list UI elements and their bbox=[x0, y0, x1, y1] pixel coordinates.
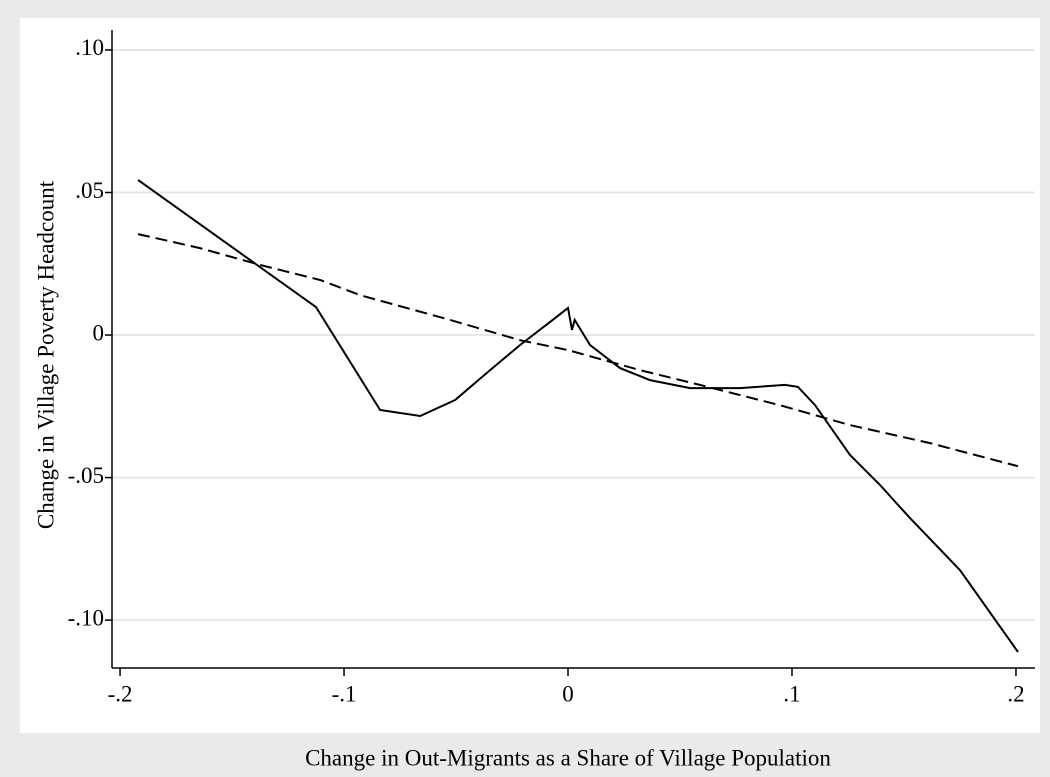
y-tick-label: 0 bbox=[93, 320, 105, 345]
series-line bbox=[137, 233, 1019, 468]
y-tick-label: -.10 bbox=[68, 605, 104, 630]
x-axis-title: Change in Out-Migrants as a Share of Vil… bbox=[305, 745, 831, 770]
x-tick-label: 0 bbox=[562, 681, 574, 706]
y-tick-label: .05 bbox=[75, 178, 104, 203]
y-tick-label: -.05 bbox=[68, 463, 104, 488]
x-tick-label: .2 bbox=[1007, 681, 1024, 706]
y-axis-title: Change in Village Poverty Headcount bbox=[33, 180, 58, 529]
series-line bbox=[137, 179, 1019, 653]
x-tick-label: .1 bbox=[783, 681, 800, 706]
plot-background bbox=[20, 18, 1040, 733]
x-tick-label: -.2 bbox=[108, 681, 133, 706]
y-tick-label: .10 bbox=[75, 35, 104, 60]
x-tick-label: -.1 bbox=[332, 681, 357, 706]
